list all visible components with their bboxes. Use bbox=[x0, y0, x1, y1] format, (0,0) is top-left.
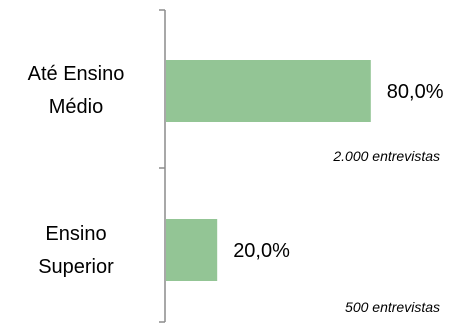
bars bbox=[166, 60, 371, 281]
labels: Até Ensino Médio 80,0% 2.000 entrevistas Ens… bbox=[28, 63, 444, 315]
category-label: Até Ensino Médio bbox=[28, 63, 125, 118]
bar bbox=[166, 60, 371, 122]
bar bbox=[166, 219, 218, 281]
value-label: 20,0% bbox=[233, 240, 290, 262]
sample-size-note: 2.000 entrevistas bbox=[332, 148, 440, 164]
y-axis bbox=[159, 9, 166, 323]
value-label: 80,0% bbox=[387, 81, 444, 103]
category-label: Ensino Superior bbox=[38, 223, 114, 278]
sample-size-note: 500 entrevistas bbox=[345, 299, 440, 315]
